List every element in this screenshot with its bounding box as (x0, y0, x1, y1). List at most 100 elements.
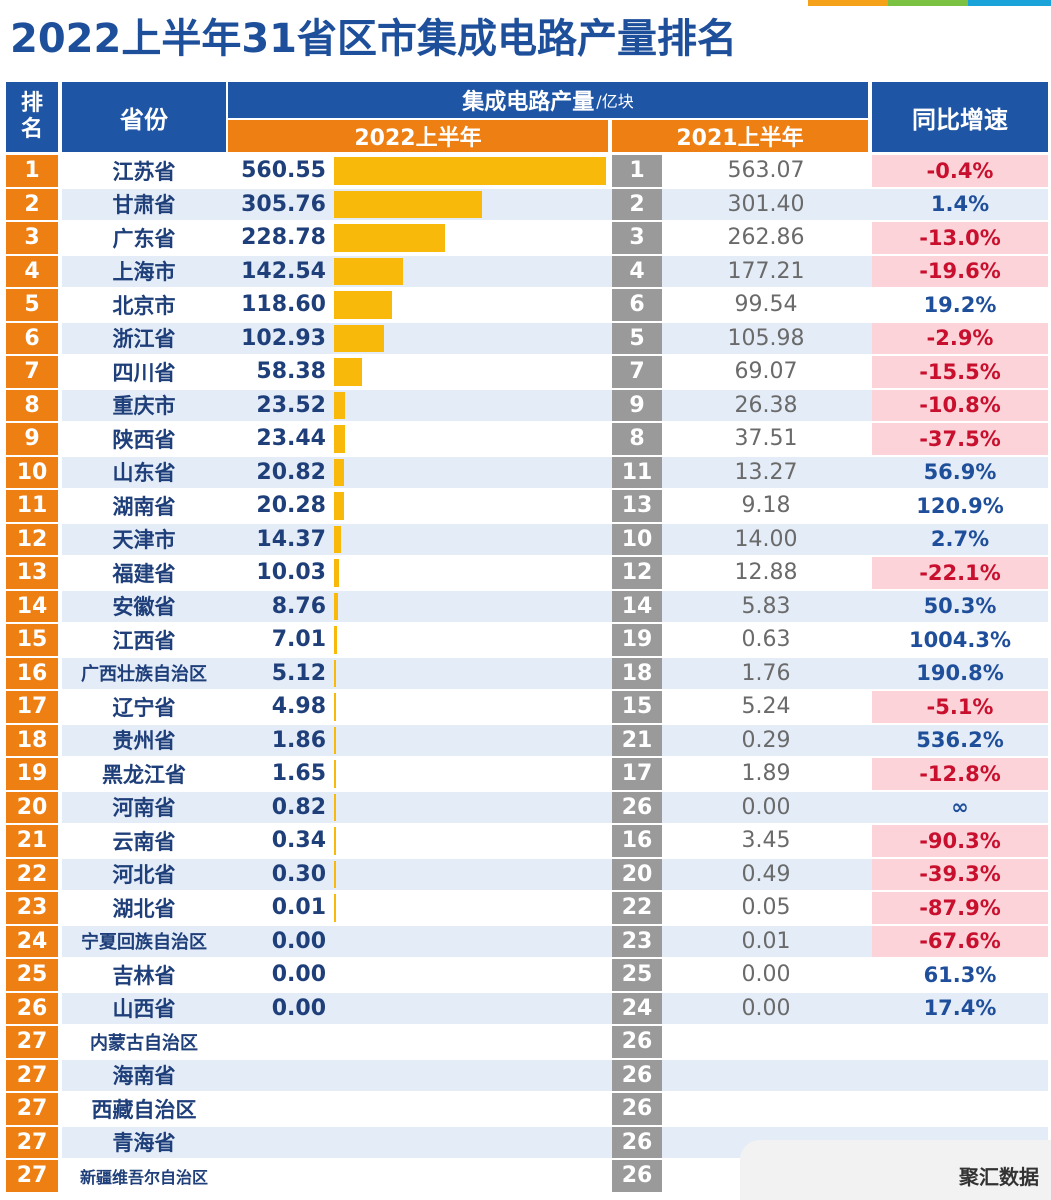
value-2021-cell: 37.51 (734, 426, 798, 452)
header-2022: 2022上半年 (228, 120, 608, 152)
rank-2021-cell: 16 (612, 825, 662, 857)
bar-2022 (334, 224, 445, 252)
rank-cell: 3 (6, 222, 58, 254)
value-2021-cell: 3.45 (741, 828, 791, 854)
header-yoy-label: 同比增速 (912, 105, 1008, 134)
value-2022-cell: 58.38 (256, 359, 326, 385)
value-2022-cell: 5.12 (271, 660, 326, 686)
yoy-cell: -10.8% (872, 389, 1048, 421)
value-2021-cell: 177.21 (727, 258, 805, 284)
rank-cell: 21 (6, 825, 58, 857)
rank-2021-cell: 7 (612, 356, 662, 388)
yoy-cell (872, 1093, 1048, 1125)
value-2021-cell: 0.01 (741, 928, 791, 954)
province-cell: 江西省 (112, 628, 176, 653)
bar-2022 (334, 860, 336, 888)
province-cell: 内蒙古自治区 (90, 1032, 198, 1054)
rank-cell: 23 (6, 892, 58, 924)
rank-2021-cell: 15 (612, 691, 662, 723)
rank-cell: 2 (6, 188, 58, 220)
rank-cell: 27 (6, 1093, 58, 1125)
rank-2021-cell: 26 (612, 791, 662, 823)
header-2022-label: 2022上半年 (354, 126, 482, 151)
bar-2022 (334, 425, 346, 453)
top-accent-green (888, 0, 968, 6)
bar-2022 (334, 458, 345, 486)
yoy-cell: 56.9% (923, 460, 997, 485)
yoy-cell (872, 1060, 1048, 1092)
yoy-cell: 19.2% (923, 292, 997, 317)
bar-2022 (334, 324, 384, 352)
province-cell: 北京市 (112, 293, 176, 318)
rank-cell: 6 (6, 322, 58, 354)
bar-2022 (334, 257, 404, 285)
header-output-label: 集成电路产量 (462, 90, 595, 115)
rank-cell: 8 (6, 389, 58, 421)
yoy-cell: 50.3% (923, 594, 997, 619)
value-2021-cell: 1.89 (741, 761, 791, 787)
yoy-cell: 2.7% (930, 527, 990, 552)
value-2022-cell: 23.52 (256, 392, 326, 418)
rank-2021-cell: 17 (612, 758, 662, 790)
province-cell: 新疆维吾尔自治区 (79, 1167, 208, 1187)
watermark-text: 聚汇数据 (959, 1165, 1039, 1189)
rank-cell: 25 (6, 959, 58, 991)
header-rank-label: 排名 (20, 91, 43, 142)
value-2022-cell: 23.44 (256, 426, 326, 452)
table-row (62, 624, 1048, 656)
value-2022-cell: 142.54 (241, 258, 326, 284)
province-cell: 天津市 (112, 528, 176, 553)
province-cell: 山西省 (112, 997, 176, 1022)
yoy-cell: -13.0% (872, 222, 1048, 254)
yoy-cell: -19.6% (872, 255, 1048, 287)
rank-2021-cell: 13 (612, 490, 662, 522)
rank-2021-cell: 21 (612, 724, 662, 756)
bar-2022 (334, 626, 338, 654)
value-2022-cell: 228.78 (241, 225, 326, 251)
value-2022-cell: 8.76 (271, 593, 326, 619)
value-2021-cell: 1.76 (741, 660, 791, 686)
header-output-unit: /亿块 (596, 92, 634, 111)
province-cell: 广东省 (112, 226, 176, 251)
rank-2021-cell: 1 (612, 155, 662, 187)
rank-2021-cell: 14 (612, 590, 662, 622)
table-row (62, 959, 1048, 991)
province-cell: 陕西省 (112, 427, 176, 452)
chart-title: 2022上半年31省区市集成电路产量排名 (10, 16, 737, 62)
yoy-cell: 120.9% (916, 493, 1004, 518)
rank-2021-cell: 25 (612, 959, 662, 991)
header-rank: 排名 (6, 82, 58, 152)
value-2022-cell: 20.82 (256, 459, 326, 485)
province-cell: 江苏省 (112, 159, 176, 184)
bar-2022 (334, 157, 606, 185)
value-2022-cell: 560.55 (241, 158, 326, 184)
rank-2021-cell: 26 (612, 1059, 662, 1091)
bar-2022 (334, 793, 336, 821)
bar-2022 (334, 827, 336, 855)
value-2022-cell: 0.82 (271, 794, 326, 820)
value-2022-cell: 20.28 (256, 493, 326, 519)
bar-2022 (334, 358, 363, 386)
value-2021-cell (664, 1093, 868, 1125)
province-cell: 河北省 (112, 863, 176, 888)
table-row (62, 456, 1048, 488)
header-2021: 2021上半年 (612, 120, 868, 152)
rank-cell: 17 (6, 691, 58, 723)
rank-2021-cell: 3 (612, 222, 662, 254)
rank-cell: 27 (6, 1026, 58, 1058)
bar-2022 (334, 894, 336, 922)
province-cell: 重庆市 (112, 394, 176, 419)
rank-cell: 22 (6, 858, 58, 890)
bar-2022 (334, 492, 344, 520)
value-2021-cell (664, 1026, 868, 1058)
header-yoy: 同比增速 (872, 82, 1048, 152)
table-row (62, 289, 1048, 321)
rank-cell: 18 (6, 724, 58, 756)
yoy-cell: -90.3% (872, 825, 1048, 857)
value-2021-cell: 105.98 (727, 325, 805, 351)
value-2022-cell: 0.01 (271, 895, 326, 921)
rank-cell: 10 (6, 456, 58, 488)
table-row (62, 791, 1048, 823)
province-cell: 浙江省 (112, 327, 176, 352)
rank-cell: 20 (6, 791, 58, 823)
